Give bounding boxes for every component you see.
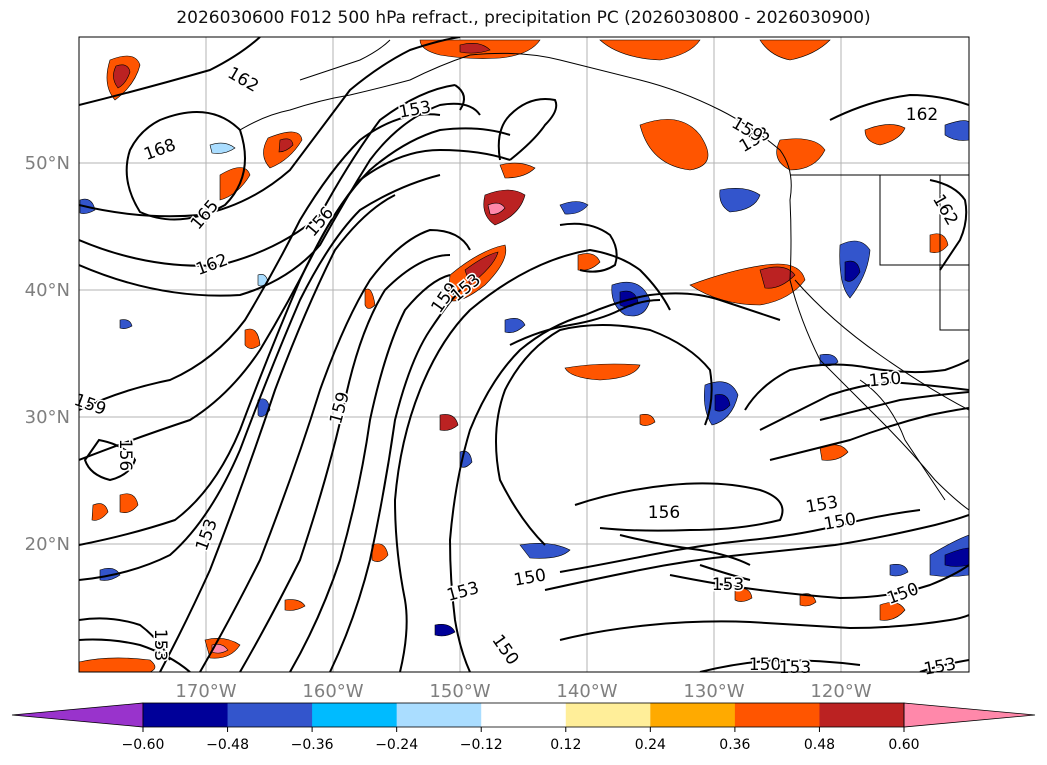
isoline-label: 162 xyxy=(906,105,938,125)
colorbar: −0.60 −0.48 −0.36 −0.24 −0.12 0.12 0.24 0.36 0.4… xyxy=(11,702,1036,753)
colorbar-tick-label: −0.24 xyxy=(375,737,418,753)
isoline-label: 153 xyxy=(922,654,957,679)
lat-tick-label: 50°N xyxy=(25,153,70,174)
isoline-label: 153 xyxy=(150,629,170,661)
lon-tick-label: 150°W xyxy=(429,681,490,702)
colorbar-tick-label: −0.48 xyxy=(206,737,249,753)
colorbar-tick-label: 0.36 xyxy=(719,737,750,753)
colorbar-segment xyxy=(650,703,736,727)
isoline-label: 156 xyxy=(648,503,680,523)
isoline-label: 150 xyxy=(749,655,781,675)
colorbar-segment xyxy=(565,703,651,727)
colorbar-segment xyxy=(481,703,567,727)
colorbar-segment xyxy=(734,703,820,727)
colorbar-segment xyxy=(396,703,482,727)
colorbar-extend-high xyxy=(903,702,1036,728)
isoline-label: 153 xyxy=(712,575,744,595)
lon-tick-label: 130°W xyxy=(683,681,744,702)
gridlines xyxy=(79,37,969,672)
colorbar-tick-label: 0.12 xyxy=(550,737,581,753)
lon-tick-label: 170°W xyxy=(175,681,236,702)
colorbar-tick-label: 0.24 xyxy=(635,737,666,753)
isoline-label: 156 xyxy=(115,439,135,471)
colorbar-segment xyxy=(312,703,398,727)
isoline-label: 153 xyxy=(804,492,839,517)
isoline-label: 153 xyxy=(779,658,811,678)
latitude-axis: 50°N 40°N 30°N 20°N xyxy=(25,153,70,555)
coastlines xyxy=(239,39,969,511)
colorbar-tick-label: 0.60 xyxy=(888,737,919,753)
map-frame xyxy=(78,36,970,673)
colorbar-extend-low xyxy=(11,702,144,728)
longitude-axis: 170°W 160°W 150°W 140°W 130°W 120°W xyxy=(175,681,871,702)
lon-tick-label: 120°W xyxy=(810,681,871,702)
lat-tick-label: 20°N xyxy=(25,534,70,555)
lat-tick-label: 30°N xyxy=(25,407,70,428)
colorbar-tick-label: −0.60 xyxy=(122,737,165,753)
colorbar-segment xyxy=(227,703,313,727)
isolines xyxy=(79,37,969,672)
isoline-label: 150 xyxy=(868,369,902,392)
colorbar-frame xyxy=(142,702,905,728)
lat-tick-label: 40°N xyxy=(25,280,70,301)
colorbar-segment xyxy=(819,703,905,727)
colorbar-tick-label: −0.12 xyxy=(460,737,503,753)
lon-tick-label: 160°W xyxy=(302,681,363,702)
map-title: 2026030600 F012 500 hPa refract., precip… xyxy=(176,8,871,28)
colorbar-tick-label: −0.36 xyxy=(291,737,334,753)
colorbar-segment xyxy=(143,703,229,727)
colorbar-tick-label: 0.48 xyxy=(804,737,835,753)
map-plot xyxy=(79,37,969,672)
precipitation-fill xyxy=(79,39,969,672)
lon-tick-label: 140°W xyxy=(556,681,617,702)
